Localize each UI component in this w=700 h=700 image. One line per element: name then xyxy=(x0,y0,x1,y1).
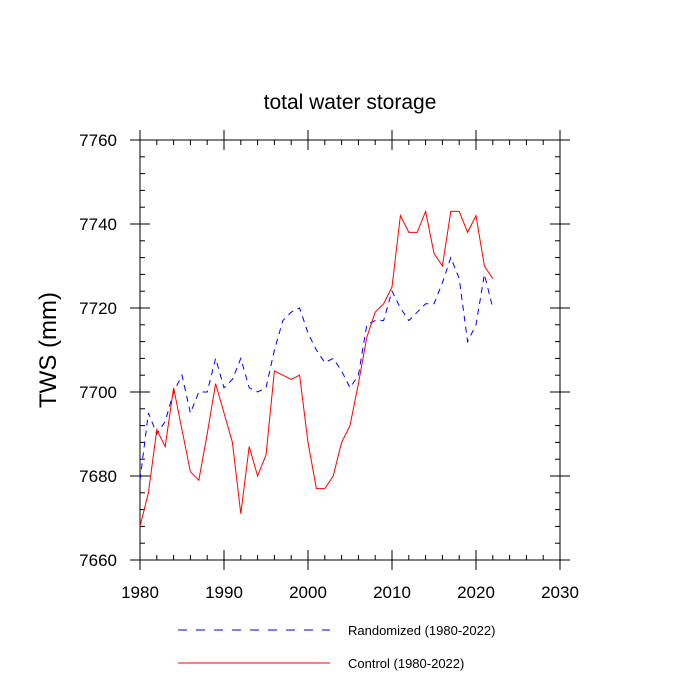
legend-label-randomized: Randomized (1980-2022) xyxy=(348,623,495,638)
major-ticks xyxy=(130,130,570,570)
plot-frame xyxy=(139,139,561,561)
legend: Randomized (1980-2022) Control (1980-202… xyxy=(178,623,495,671)
y-tick-label: 7740 xyxy=(79,215,117,234)
x-tick-label: 2010 xyxy=(373,583,411,602)
x-tick-label: 2000 xyxy=(289,583,327,602)
series-layer xyxy=(139,209,494,527)
y-tick-labels: 7660 7680 7700 7720 7740 7760 xyxy=(79,131,117,570)
series-line-control xyxy=(139,209,494,527)
y-tick-label: 7760 xyxy=(79,131,117,150)
y-axis-label: TWS (mm) xyxy=(35,292,62,408)
y-tick-label: 7720 xyxy=(79,299,117,318)
series-line-randomized xyxy=(139,256,494,481)
legend-label-control: Control (1980-2022) xyxy=(348,656,464,671)
x-tick-label: 1980 xyxy=(121,583,159,602)
x-tick-label: 1990 xyxy=(205,583,243,602)
x-tick-labels: 1980 1990 2000 2010 2020 2030 xyxy=(121,583,579,602)
y-tick-label: 7680 xyxy=(79,467,117,486)
chart-title: total water storage xyxy=(264,91,437,114)
y-tick-label: 7660 xyxy=(79,551,117,570)
x-tick-label: 2030 xyxy=(541,583,579,602)
minor-ticks xyxy=(140,140,560,560)
y-tick-label: 7700 xyxy=(79,383,117,402)
x-tick-label: 2020 xyxy=(457,583,495,602)
